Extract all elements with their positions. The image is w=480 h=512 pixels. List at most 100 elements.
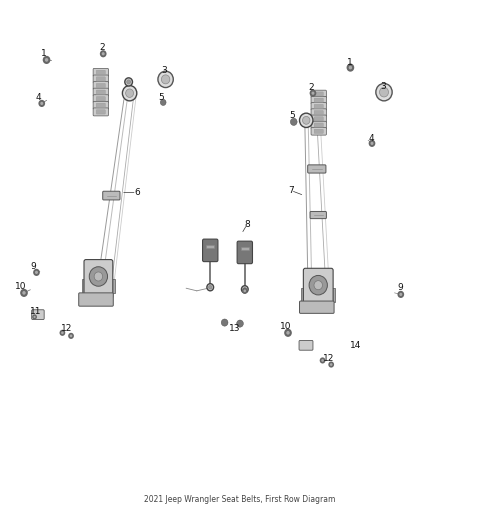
Text: 1: 1 (347, 58, 352, 67)
Bar (82, 279, 86, 293)
FancyBboxPatch shape (314, 104, 323, 109)
Text: 4: 4 (36, 93, 41, 102)
FancyBboxPatch shape (79, 293, 113, 306)
FancyBboxPatch shape (311, 115, 326, 123)
Ellipse shape (207, 284, 214, 291)
FancyBboxPatch shape (84, 260, 113, 298)
FancyBboxPatch shape (311, 127, 326, 135)
Circle shape (60, 330, 65, 336)
FancyBboxPatch shape (93, 101, 108, 110)
Circle shape (320, 357, 325, 364)
Circle shape (399, 293, 402, 296)
Circle shape (126, 89, 133, 97)
FancyBboxPatch shape (103, 191, 120, 200)
Circle shape (33, 269, 40, 276)
FancyBboxPatch shape (93, 88, 108, 96)
Ellipse shape (243, 288, 247, 291)
FancyBboxPatch shape (311, 96, 326, 104)
Text: 2: 2 (308, 82, 314, 92)
Text: 5: 5 (289, 111, 295, 120)
Text: 12: 12 (60, 324, 72, 333)
FancyBboxPatch shape (96, 77, 105, 81)
Circle shape (160, 99, 166, 105)
Text: 2: 2 (99, 43, 105, 52)
Text: 8: 8 (244, 220, 250, 229)
Text: 10: 10 (280, 322, 291, 331)
Circle shape (302, 116, 310, 124)
FancyBboxPatch shape (311, 109, 326, 116)
Ellipse shape (125, 78, 132, 86)
Circle shape (397, 291, 404, 298)
FancyBboxPatch shape (314, 98, 323, 102)
Circle shape (310, 90, 316, 97)
Circle shape (45, 58, 48, 62)
Circle shape (284, 329, 292, 337)
Circle shape (380, 88, 388, 97)
Circle shape (328, 361, 334, 368)
FancyBboxPatch shape (203, 239, 218, 262)
Circle shape (369, 140, 375, 147)
Circle shape (243, 289, 246, 292)
Circle shape (20, 289, 28, 297)
Circle shape (22, 291, 26, 295)
Circle shape (312, 92, 314, 95)
Ellipse shape (241, 286, 248, 293)
FancyBboxPatch shape (93, 75, 108, 83)
Text: 5: 5 (158, 93, 164, 102)
Circle shape (290, 118, 297, 125)
Circle shape (89, 267, 108, 286)
FancyBboxPatch shape (32, 310, 44, 319)
Circle shape (237, 320, 243, 327)
Circle shape (100, 50, 107, 57)
FancyBboxPatch shape (311, 90, 326, 98)
FancyBboxPatch shape (237, 241, 252, 264)
Text: 2021 Jeep Wrangler Seat Belts, First Row Diagram: 2021 Jeep Wrangler Seat Belts, First Row… (144, 495, 336, 504)
Text: 7: 7 (288, 186, 294, 195)
Circle shape (347, 63, 354, 72)
Circle shape (371, 142, 373, 145)
FancyBboxPatch shape (314, 117, 323, 121)
Circle shape (321, 359, 324, 362)
Circle shape (32, 314, 37, 319)
Text: 1: 1 (41, 49, 47, 58)
FancyBboxPatch shape (96, 90, 105, 94)
Circle shape (43, 56, 50, 64)
Bar (111, 279, 115, 293)
FancyBboxPatch shape (96, 97, 105, 101)
FancyBboxPatch shape (96, 83, 105, 88)
Circle shape (161, 75, 170, 84)
Text: 14: 14 (349, 340, 361, 350)
Bar (241, 247, 249, 250)
Circle shape (70, 334, 72, 337)
FancyBboxPatch shape (93, 81, 108, 90)
Circle shape (158, 71, 173, 88)
FancyBboxPatch shape (311, 102, 326, 110)
Circle shape (102, 52, 105, 55)
Bar (301, 288, 305, 302)
Circle shape (221, 319, 228, 326)
Circle shape (309, 275, 327, 295)
FancyBboxPatch shape (314, 123, 323, 127)
FancyBboxPatch shape (96, 110, 105, 114)
FancyBboxPatch shape (303, 268, 333, 307)
Circle shape (40, 102, 43, 105)
FancyBboxPatch shape (96, 103, 105, 108)
Circle shape (35, 271, 38, 274)
Text: 10: 10 (15, 282, 26, 291)
Text: 6: 6 (134, 188, 140, 197)
Bar (206, 245, 214, 248)
FancyBboxPatch shape (308, 165, 326, 173)
Text: 3: 3 (162, 66, 168, 75)
FancyBboxPatch shape (311, 121, 326, 129)
Circle shape (68, 333, 74, 339)
Ellipse shape (127, 80, 131, 84)
FancyBboxPatch shape (314, 111, 323, 115)
FancyBboxPatch shape (300, 301, 334, 313)
Circle shape (61, 331, 64, 334)
Circle shape (330, 363, 333, 366)
FancyBboxPatch shape (93, 108, 108, 116)
FancyBboxPatch shape (93, 69, 108, 76)
Text: 11: 11 (30, 307, 42, 316)
Circle shape (94, 272, 103, 281)
Text: 13: 13 (228, 324, 240, 333)
